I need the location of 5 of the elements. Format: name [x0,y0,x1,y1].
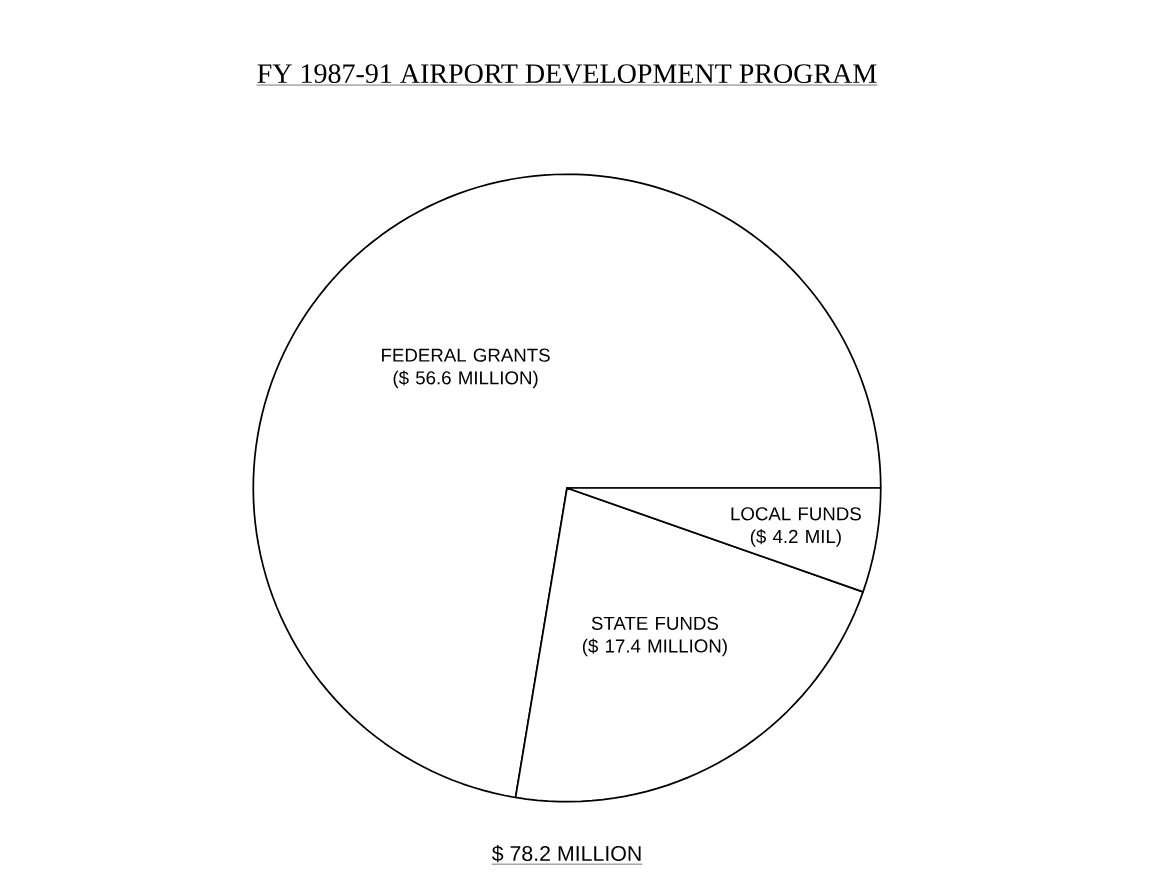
slice-label: STATE FUNDS ($ 17.4 MILLION) [582,616,727,657]
slice-label: FEDERAL GRANTS ($ 56.6 MILLION) [382,348,550,389]
slice-label: LOCAL FUNDS ($ 4.2 MIL) [731,507,861,547]
chart-title: FY 1987-91 AIRPORT DEVELOPMENT PROGRAM [257,64,877,84]
text: $ 78.2 MILLION [491,845,641,863]
